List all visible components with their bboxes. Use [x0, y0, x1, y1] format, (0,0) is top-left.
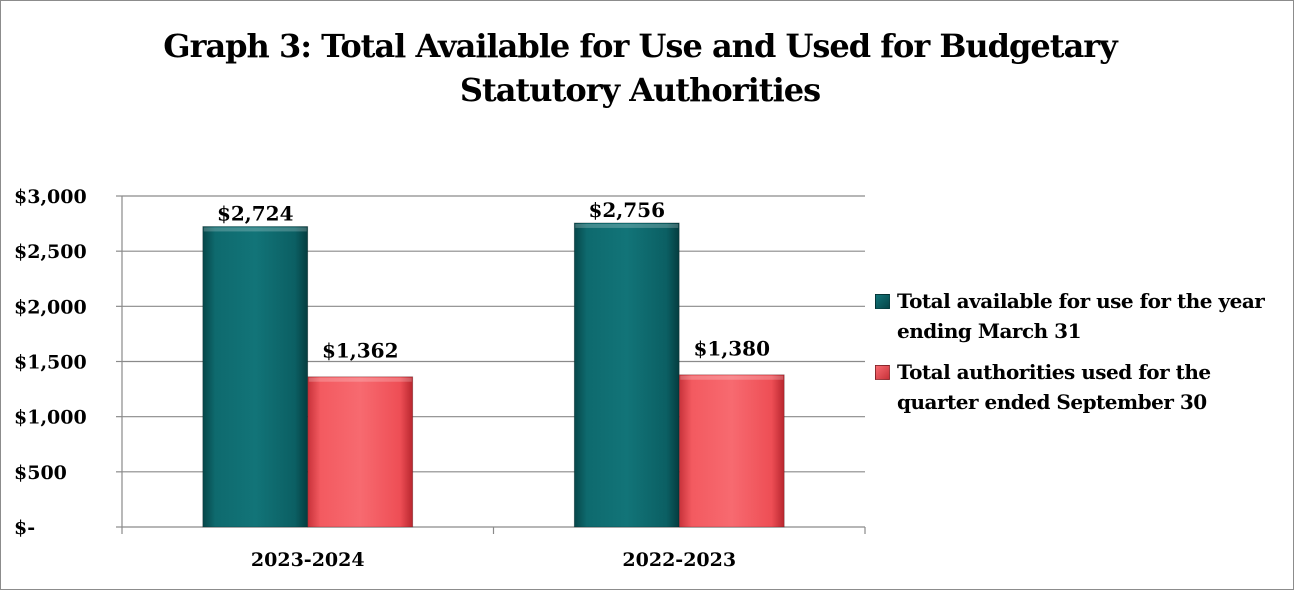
y-tick-label: $1,000: [14, 407, 87, 429]
y-tick-label: $2,500: [14, 241, 87, 263]
y-tick-label: $1,500: [14, 352, 87, 374]
bar-highlight: [308, 377, 412, 382]
chart-title-line-1: Graph 3: Total Available for Use and Use…: [163, 27, 1118, 65]
x-category-label: 2022-2023: [622, 549, 736, 571]
y-tick-label: $2,000: [14, 296, 87, 318]
data-label: $2,756: [588, 198, 665, 222]
legend-label-available-line-1: Total available for use for the year: [897, 289, 1265, 313]
y-tick-label: $500: [14, 462, 67, 484]
data-label: $2,724: [217, 201, 294, 225]
legend-label-available-line-2: ending March 31: [897, 319, 1081, 343]
bar-highlight: [680, 375, 784, 380]
bar-used: [678, 374, 785, 528]
bar-available: [202, 226, 309, 528]
legend-item-used: Total authorities used for the quarter e…: [875, 357, 1295, 417]
bars: [202, 222, 785, 528]
bar-available: [573, 222, 680, 528]
y-tick-label: $-: [14, 517, 35, 539]
bar-highlight: [203, 227, 307, 232]
legend-swatch-available: [875, 294, 890, 309]
legend-item-available: Total available for use for the year end…: [875, 286, 1295, 346]
legend-swatch-used: [875, 365, 890, 380]
legend-label-used-line-1: Total authorities used for the: [897, 360, 1211, 384]
bar-highlight: [575, 223, 679, 228]
legend: Total available for use for the year end…: [875, 286, 1295, 428]
x-category-label: 2023-2024: [251, 549, 365, 571]
data-label: $1,380: [693, 337, 770, 361]
labels: $- $500 $1,000 $1,500 $2,000 $2,500 $3,000 $2,7…: [14, 186, 770, 571]
chart-title-line-2: Statutory Authorities: [459, 71, 821, 109]
data-label: $1,362: [322, 339, 399, 363]
chart-title: Graph 3: Total Available for Use and Use…: [140, 24, 1140, 112]
y-tick-label: $3,000: [14, 186, 87, 208]
legend-label-used-line-2: quarter ended September 30: [897, 390, 1207, 414]
bar-used: [307, 376, 414, 528]
